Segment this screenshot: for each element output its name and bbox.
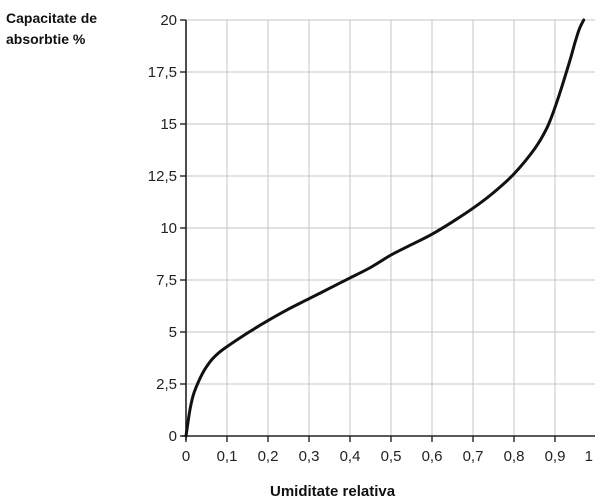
y-tick-label-8: 20 xyxy=(160,12,177,29)
y-tick-label-5: 12,5 xyxy=(148,168,177,185)
y-tick-label-1: 2,5 xyxy=(156,376,177,393)
x-tick-label-8: 0,8 xyxy=(504,448,525,465)
x-tick-label-5: 0,5 xyxy=(381,448,402,465)
x-tick-label-7: 0,7 xyxy=(463,448,484,465)
y-axis-label-line-1: Capacitate de xyxy=(6,10,98,26)
x-axis-label: Umiditate relativa xyxy=(270,483,396,500)
series-line-0 xyxy=(184,18,586,438)
y-tick-label-4: 10 xyxy=(160,220,177,237)
x-tick-label-0: 0 xyxy=(182,448,190,465)
x-tick-label-1: 0,1 xyxy=(217,448,238,465)
y-tick-label-6: 15 xyxy=(160,116,177,133)
y-axis-label: Capacitate de absorbtie % xyxy=(6,8,136,50)
x-tick-label-2: 0,2 xyxy=(258,448,279,465)
x-tick-label-3: 0,3 xyxy=(299,448,320,465)
x-tick-label-9: 0,9 xyxy=(545,448,566,465)
y-tick-label-0: 0 xyxy=(169,428,177,445)
y-axis-label-line-2: absorbtie % xyxy=(6,31,86,47)
y-tick-label-3: 7,5 xyxy=(156,272,177,289)
x-tick-label-10: 1 xyxy=(585,448,593,465)
y-tick-label-7: 17,5 xyxy=(148,64,177,81)
x-tick-label-6: 0,6 xyxy=(422,448,443,465)
x-tick-label-4: 0,4 xyxy=(340,448,361,465)
y-tick-label-2: 5 xyxy=(169,324,177,341)
